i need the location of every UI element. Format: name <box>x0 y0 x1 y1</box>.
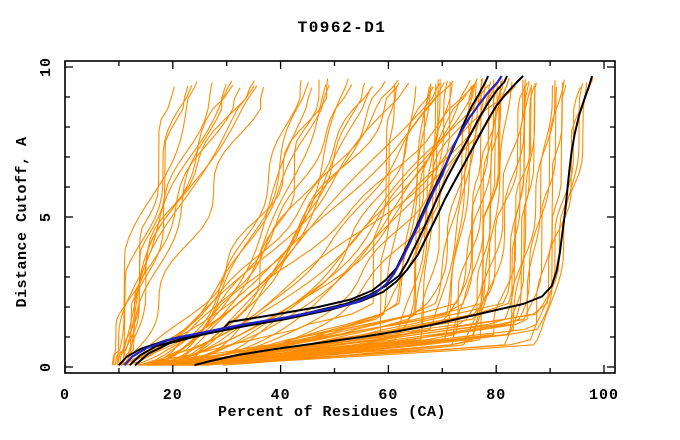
x-tick-label: 100 <box>589 387 619 404</box>
ensemble-curve <box>183 85 554 366</box>
highlight-black-3-curve <box>134 75 524 366</box>
x-tick-label: 80 <box>486 387 506 404</box>
ensemble-curve <box>191 84 567 366</box>
model-blue-curve <box>123 75 503 366</box>
ensemble-curve <box>189 79 524 366</box>
ensemble-curve <box>114 85 193 366</box>
x-axis-label: Percent of Residues (CA) <box>218 404 446 421</box>
ensemble-curve <box>117 85 255 366</box>
ensemble-curve <box>163 87 372 366</box>
ensemble-curve <box>141 83 486 366</box>
ensemble-curve <box>147 84 327 366</box>
ensemble-curve <box>205 78 526 366</box>
ensemble-curve <box>192 82 584 366</box>
ensemble-curve <box>152 87 313 366</box>
ensemble-curve <box>145 82 309 366</box>
ensemble-curve <box>113 80 255 366</box>
ensemble-curve <box>176 86 581 366</box>
ensemble-curve <box>174 78 349 366</box>
ensemble-curve <box>148 78 478 366</box>
ensemble-curve <box>120 78 329 366</box>
ensemble-curve <box>189 86 532 366</box>
y-tick-label: 5 <box>38 212 55 222</box>
ensemble-curve <box>161 80 386 366</box>
ensemble-curve <box>153 84 353 366</box>
axes-layer: 0 20 40 60 80 100 0 5 10 <box>38 57 619 404</box>
ensemble-curve <box>146 84 395 366</box>
ensemble-curve <box>122 86 265 366</box>
ensemble-curve <box>161 84 474 366</box>
ensemble-curve <box>121 83 227 366</box>
x-tick-label: 40 <box>271 387 291 404</box>
ensemble-curve <box>147 84 432 366</box>
ensemble-curve <box>174 81 498 366</box>
x-tick-label: 20 <box>163 387 183 404</box>
highlight-black-4-curve <box>194 75 594 367</box>
y-tick-label: 10 <box>38 57 55 77</box>
ensemble-curve <box>167 79 471 366</box>
ensemble-curve <box>151 85 473 366</box>
ensemble-curve <box>170 82 528 366</box>
ensemble-curve <box>154 78 510 366</box>
ensemble-curve <box>183 78 484 366</box>
x-tick-label: 0 <box>60 387 70 404</box>
y-tick-label: 0 <box>38 362 55 372</box>
ensemble-curve <box>193 83 437 366</box>
ensemble-curve <box>126 87 241 366</box>
ensemble-curve <box>138 85 516 366</box>
chart-title: T0962-D1 <box>298 19 387 37</box>
ensemble-curve <box>111 81 198 366</box>
ensemble-curve <box>171 85 535 366</box>
ensemble-curve <box>117 80 233 366</box>
ensemble-curve <box>161 82 366 366</box>
x-tick-label: 60 <box>378 387 398 404</box>
curves-layer <box>111 75 594 367</box>
ensemble-curve <box>127 82 213 366</box>
y-axis-label: Distance Cutoff, A <box>14 136 31 307</box>
ensemble-curve <box>137 85 398 366</box>
